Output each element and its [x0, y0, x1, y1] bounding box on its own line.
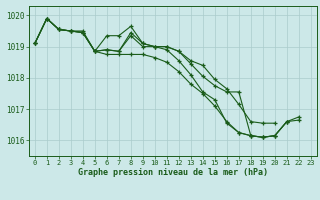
X-axis label: Graphe pression niveau de la mer (hPa): Graphe pression niveau de la mer (hPa): [78, 168, 268, 177]
